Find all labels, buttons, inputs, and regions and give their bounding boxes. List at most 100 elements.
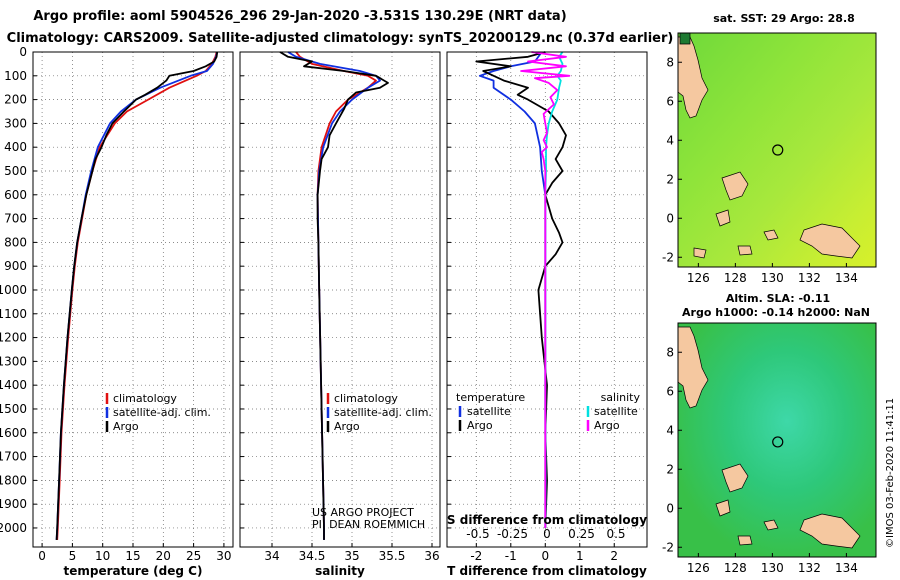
map-lat-label: 6 bbox=[666, 94, 674, 108]
map-lat-label: 2 bbox=[666, 172, 674, 186]
x-tick-label: 10 bbox=[95, 549, 110, 563]
map-lat-label: -2 bbox=[662, 250, 674, 264]
map-lat-label: 8 bbox=[666, 345, 674, 359]
depth-tick-label: 1900 bbox=[0, 497, 27, 511]
depth-tick-label: 1400 bbox=[0, 378, 27, 392]
legend-label: climatology bbox=[334, 392, 398, 405]
plot-frame bbox=[239, 51, 441, 548]
salinity-panel: 34 34.5 35 35.5 36 salinity climatologysatelli… bbox=[239, 51, 441, 578]
x-axis-label: salinity bbox=[315, 564, 365, 578]
legend-label: satellite bbox=[467, 405, 511, 418]
x-tick-label: 30 bbox=[216, 549, 231, 563]
depth-axis: 0 100 200 300 400 500 600 700 800 900 1000 1100 1200… bbox=[0, 45, 27, 535]
map-lon-label: 132 bbox=[798, 561, 821, 575]
sla-map-frame bbox=[677, 322, 877, 558]
sla-map: Altim. SLA: -0.11 Argo h1000: -0.14 h200… bbox=[662, 292, 877, 575]
depth-tick-label: 300 bbox=[4, 116, 27, 130]
map-lon-label: 130 bbox=[761, 271, 784, 285]
x-tick-label: 35 bbox=[344, 549, 359, 563]
x-tick-label: 0 bbox=[541, 549, 549, 563]
x-tick-label: 5 bbox=[69, 549, 77, 563]
difference-panel: -2 -1 0 1 2T difference from climatology temp… bbox=[446, 51, 648, 578]
project-annotation: PI: DEAN ROEMMICH bbox=[312, 518, 425, 531]
sla-map-field bbox=[678, 323, 876, 557]
map-lat-label: 2 bbox=[666, 462, 674, 476]
sla-argo-marker bbox=[772, 436, 784, 448]
map-lat-label: 6 bbox=[666, 384, 674, 398]
plot-frame bbox=[446, 51, 648, 548]
legend-label: Argo bbox=[113, 420, 139, 433]
sst-map-frame bbox=[677, 32, 877, 268]
project-annotation: US ARGO PROJECT bbox=[312, 506, 414, 519]
series-line-salinity-argo bbox=[520, 51, 571, 528]
secondary-x-tick-label: -0.25 bbox=[497, 527, 528, 541]
depth-tick-label: 1200 bbox=[0, 331, 27, 345]
series-line-satellite-adj-clim- bbox=[55, 51, 219, 540]
map-lat-label: 4 bbox=[666, 423, 674, 437]
depth-tick-label: 1300 bbox=[0, 354, 27, 368]
depth-tick-label: 1100 bbox=[0, 307, 27, 321]
series-line-climatology bbox=[56, 51, 218, 540]
secondary-x-tick-label: 0.25 bbox=[568, 527, 595, 541]
secondary-x-tick-label: 0.5 bbox=[606, 527, 625, 541]
title-line-2: Climatology: CARS2009. Satellite-adjuste… bbox=[7, 31, 674, 46]
legend-label: Argo bbox=[334, 420, 360, 433]
x-tick-label: 25 bbox=[186, 549, 201, 563]
legend-label: satellite-adj. clim. bbox=[113, 406, 211, 419]
sst-map-field bbox=[678, 33, 876, 267]
map-lon-label: 132 bbox=[798, 271, 821, 285]
map-lat-label: 8 bbox=[666, 55, 674, 69]
depth-tick-label: 1700 bbox=[0, 450, 27, 464]
legend-label: Argo bbox=[594, 419, 620, 432]
depth-tick-label: 500 bbox=[4, 164, 27, 178]
depth-tick-label: 900 bbox=[4, 259, 27, 273]
map-lon-label: 128 bbox=[724, 271, 747, 285]
series-line-argo bbox=[55, 51, 219, 540]
legend-label: satellite-adj. clim. bbox=[334, 406, 432, 419]
map-lat-label: 0 bbox=[666, 501, 674, 515]
secondary-x-tick-label: 0 bbox=[543, 527, 551, 541]
depth-tick-label: 400 bbox=[4, 140, 27, 154]
legend-label: satellite bbox=[594, 405, 638, 418]
legend-label: Argo bbox=[467, 419, 493, 432]
x-tick-label: -2 bbox=[470, 549, 482, 563]
x-tick-label: -1 bbox=[505, 549, 517, 563]
legend-label: climatology bbox=[113, 392, 177, 405]
map-lon-label: 126 bbox=[687, 561, 710, 575]
x-axis-label: T difference from climatology bbox=[447, 564, 647, 578]
sst-map-axes: 126 128 130 132 134 -2 0 2 4 6 8 bbox=[662, 55, 858, 285]
depth-tick-label: 200 bbox=[4, 93, 27, 107]
map-lon-label: 128 bbox=[724, 561, 747, 575]
sla-map-land bbox=[677, 326, 861, 549]
sla-map-title-line-2: Argo h1000: -0.14 h2000: NaN bbox=[682, 306, 870, 319]
x-axis-label: temperature (deg C) bbox=[64, 564, 203, 578]
map-lat-label: -2 bbox=[662, 540, 674, 554]
x-tick-label: 20 bbox=[156, 549, 171, 563]
sla-map-title-line-1: Altim. SLA: -0.11 bbox=[726, 292, 830, 305]
depth-tick-label: 1500 bbox=[0, 402, 27, 416]
x-tick-label: 15 bbox=[125, 549, 140, 563]
series-line-temperature-argo bbox=[475, 51, 567, 529]
legend-title-salinity: salinity bbox=[601, 391, 641, 404]
series-line-argo bbox=[279, 51, 389, 540]
depth-tick-label: 800 bbox=[4, 235, 27, 249]
legend-title-temperature: temperature bbox=[456, 391, 525, 404]
title-line-1: Argo profile: aoml 5904526_296 29-Jan-20… bbox=[33, 9, 566, 24]
x-tick-label: 34.5 bbox=[299, 549, 326, 563]
x-tick-label: 34 bbox=[264, 549, 279, 563]
map-lon-label: 126 bbox=[687, 271, 710, 285]
depth-tick-label: 1800 bbox=[0, 473, 27, 487]
x-tick-label: 1 bbox=[576, 549, 584, 563]
sst-map: sat. SST: 29 Argo: 28.8 126 128 130 132 134 -… bbox=[662, 12, 877, 285]
series-line-satellite-adj-clim- bbox=[287, 51, 381, 540]
map-lon-label: 134 bbox=[835, 561, 858, 575]
x-tick-label: 35.5 bbox=[379, 549, 406, 563]
map-lon-label: 134 bbox=[835, 271, 858, 285]
depth-tick-label: 0 bbox=[19, 45, 27, 59]
sst-map-title: sat. SST: 29 Argo: 28.8 bbox=[713, 12, 855, 25]
depth-tick-label: 2000 bbox=[0, 521, 27, 535]
sst-map-land bbox=[677, 32, 861, 259]
map-lat-label: 0 bbox=[666, 211, 674, 225]
x-tick-label: 2 bbox=[610, 549, 618, 563]
